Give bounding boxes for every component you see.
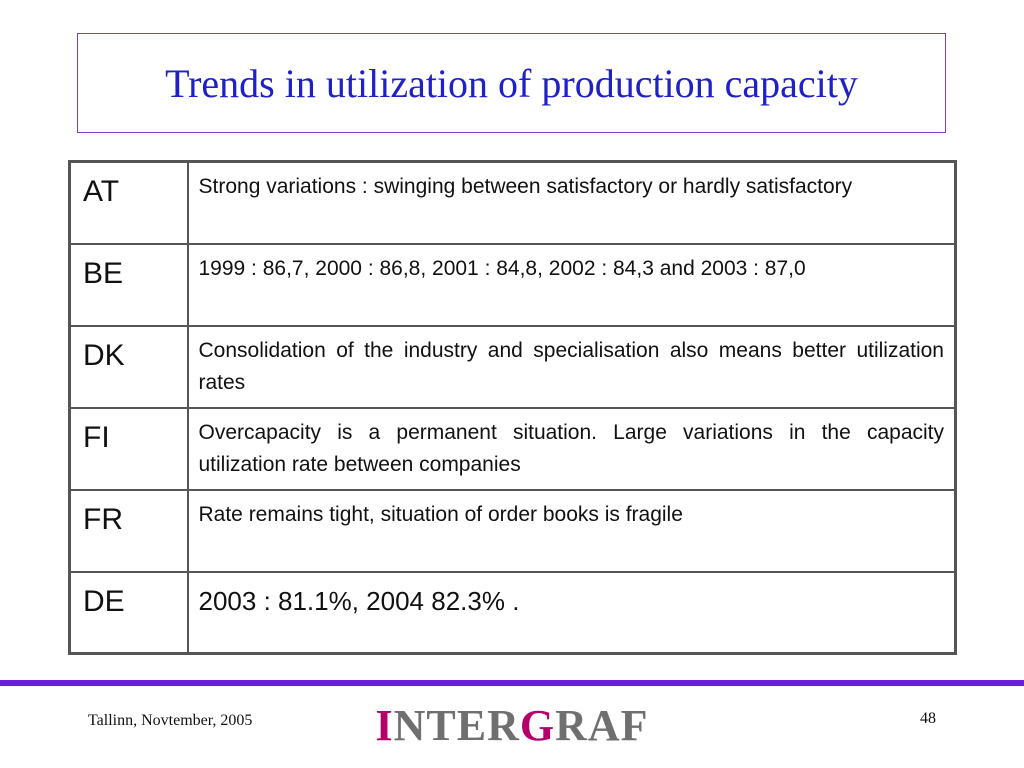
footer-divider	[0, 680, 1024, 686]
country-description: 2003 : 81.1%, 2004 82.3% .	[186, 570, 957, 655]
page-number: 48	[920, 710, 936, 727]
table-row: FI Overcapacity is a permanent situation…	[68, 406, 957, 491]
footer-location: Tallinn, Novtember, 2005	[88, 712, 253, 729]
country-description: 1999 : 86,7, 2000 : 86,8, 2001 : 84,8, 2…	[186, 242, 957, 327]
country-code: FI	[68, 406, 189, 491]
slide-title: Trends in utilization of production capa…	[165, 60, 858, 106]
logo-letter-g: G	[519, 701, 556, 750]
table-row: FR Rate remains tight, situation of orde…	[68, 488, 957, 573]
country-description: Rate remains tight, situation of order b…	[186, 488, 957, 573]
country-code: DK	[68, 324, 189, 409]
table-row: DK Consolidation of the industry and spe…	[68, 324, 957, 409]
country-description: Strong variations : swinging between sat…	[186, 160, 957, 245]
logo-part-nter: NTER	[393, 701, 520, 750]
table-row: AT Strong variations : swinging between …	[68, 160, 957, 245]
country-description: Overcapacity is a permanent situation. L…	[186, 406, 957, 491]
country-code: BE	[68, 242, 189, 327]
country-description: Consolidation of the industry and specia…	[186, 324, 957, 409]
title-box: Trends in utilization of production capa…	[77, 33, 946, 133]
country-code: AT	[68, 160, 189, 245]
country-code: DE	[68, 570, 189, 655]
logo-part-raf: RAF	[555, 701, 649, 750]
table-row: DE 2003 : 81.1%, 2004 82.3% .	[68, 570, 957, 655]
table-row: BE 1999 : 86,7, 2000 : 86,8, 2001 : 84,8…	[68, 242, 957, 327]
capacity-table: AT Strong variations : swinging between …	[68, 160, 957, 655]
logo-letter-i: I	[375, 701, 394, 750]
intergraf-logo: INTERGRAF	[0, 700, 1024, 751]
country-code: FR	[68, 488, 189, 573]
